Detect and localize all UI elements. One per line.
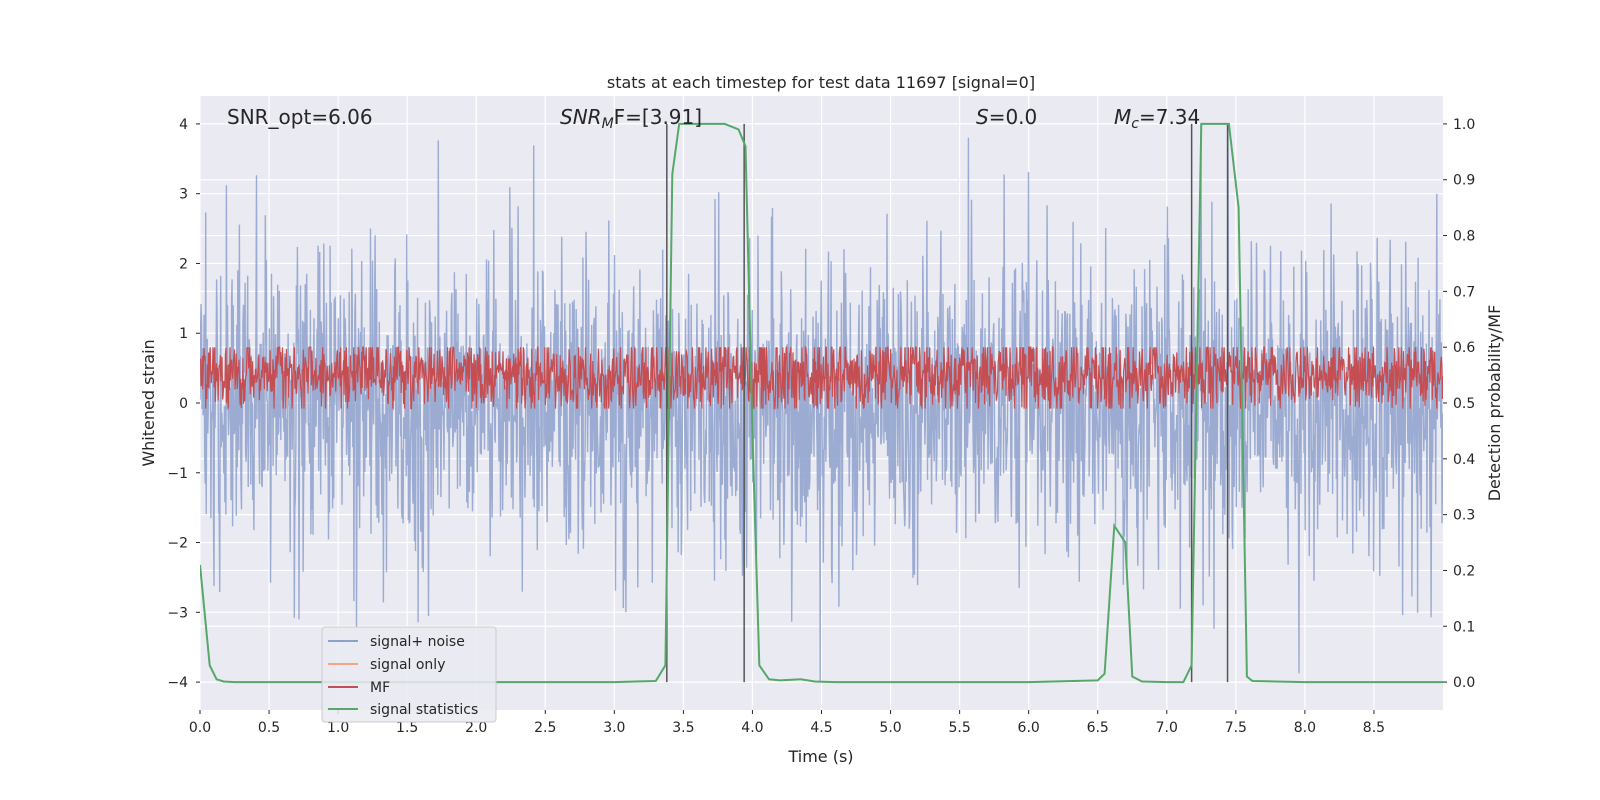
- y-tick-label-left: 4: [179, 117, 188, 133]
- x-tick-label: 2.5: [534, 720, 556, 736]
- annotation-snr-mf: SNRMF=[3.91]: [560, 105, 702, 132]
- y-tick-label-right: 0.5: [1453, 396, 1475, 412]
- mf-line: [200, 345, 1443, 410]
- y-tick-label-left: 3: [179, 187, 188, 203]
- y-tick-label-left: −4: [167, 675, 188, 691]
- annotation-s: S=0.0: [976, 105, 1037, 129]
- x-tick-label: 6.5: [1087, 720, 1109, 736]
- y-tick-label-right: 0.1: [1453, 619, 1475, 635]
- x-tick-label: 1.0: [327, 720, 349, 736]
- y-tick-label-left: −1: [167, 466, 188, 482]
- signal-noise-series: [200, 123, 1443, 683]
- mf-series: [200, 345, 1443, 410]
- legend-label-mf: MF: [370, 680, 390, 696]
- y-tick-label-left: 2: [179, 256, 188, 272]
- y-axis-label-right: Detection probability/MF: [1485, 305, 1504, 502]
- y-tick-label-left: 0: [179, 396, 188, 412]
- x-axis-label: Time (s): [787, 747, 853, 766]
- legend-label-signal-noise: signal+ noise: [370, 634, 465, 650]
- legend: signal+ noise signal only MF signal stat…: [321, 626, 497, 723]
- x-tick-label: 3.5: [672, 720, 694, 736]
- annotation-snr-mf-sub: M: [602, 116, 614, 132]
- x-tick-label: 5.5: [948, 720, 970, 736]
- y-tick-label-left: 1: [179, 326, 188, 342]
- annotation-snr-mf-main: SNR: [560, 105, 602, 129]
- y-tick-label-right: 0.0: [1453, 675, 1475, 691]
- x-tick-label: 0.5: [258, 720, 280, 736]
- y-tick-label-left: −3: [167, 605, 188, 621]
- x-tick-label: 8.5: [1363, 720, 1385, 736]
- y-tick-label-right: 0.6: [1453, 340, 1475, 356]
- x-tick-label: 8.0: [1294, 720, 1316, 736]
- x-tick-label: 7.5: [1225, 720, 1247, 736]
- annotation-mc: Mc=7.34: [1114, 105, 1200, 132]
- y-tick-label-right: 0.2: [1453, 563, 1475, 579]
- x-tick-label: 0.0: [189, 720, 211, 736]
- annotation-mc-main: M: [1114, 105, 1131, 129]
- x-tick-label: 4.0: [741, 720, 763, 736]
- y-tick-label-right: 0.7: [1453, 284, 1475, 300]
- y-ticks-left: −4 −3 −2 −1 0 1 2 3 4: [167, 117, 200, 691]
- legend-label-signal-only: signal only: [370, 657, 445, 673]
- x-tick-label: 4.5: [810, 720, 832, 736]
- legend-label-signal-statistics: signal statistics: [370, 702, 478, 718]
- annotation-mc-sub: c: [1131, 116, 1139, 132]
- annotation-snr-opt: SNR_opt=6.06: [227, 105, 373, 129]
- x-ticks: 0.0 0.5 1.0 1.5 2.0 2.5 3.0 3.5 4.0 4.5 5.0 5.5 6.0 6…: [189, 710, 1385, 736]
- x-tick-label: 3.0: [603, 720, 625, 736]
- x-tick-label: 1.5: [396, 720, 418, 736]
- signal-noise-line: [200, 123, 1443, 683]
- y-tick-label-right: 0.8: [1453, 229, 1475, 245]
- x-tick-label: 6.0: [1018, 720, 1040, 736]
- annotation-s-rest: =0.0: [989, 105, 1038, 129]
- annotation-s-main: S: [976, 105, 989, 129]
- y-tick-label-left: −2: [167, 536, 188, 552]
- x-tick-label: 7.0: [1156, 720, 1178, 736]
- legend-box: [321, 626, 497, 723]
- signal-statistics-series: [200, 122, 1443, 684]
- x-tick-label: 2.0: [465, 720, 487, 736]
- signal-statistics-line: [200, 122, 1443, 684]
- y-axis-label-left: Whitened strain: [139, 339, 158, 466]
- annotation-mc-rest: =7.34: [1139, 105, 1200, 129]
- y-ticks-right: 0.0 0.1 0.2 0.3 0.4 0.5 0.6 0.7 0.8 0.9 1.0: [1443, 117, 1475, 691]
- y-tick-label-right: 0.4: [1453, 452, 1475, 468]
- y-tick-label-right: 1.0: [1453, 117, 1475, 133]
- x-tick-label: 5.0: [879, 720, 901, 736]
- chart-title: stats at each timestep for test data 116…: [607, 73, 1035, 92]
- y-tick-label-right: 0.3: [1453, 508, 1475, 524]
- annotation-snr-mf-rest: F=[3.91]: [614, 105, 702, 129]
- y-tick-label-right: 0.9: [1453, 173, 1475, 189]
